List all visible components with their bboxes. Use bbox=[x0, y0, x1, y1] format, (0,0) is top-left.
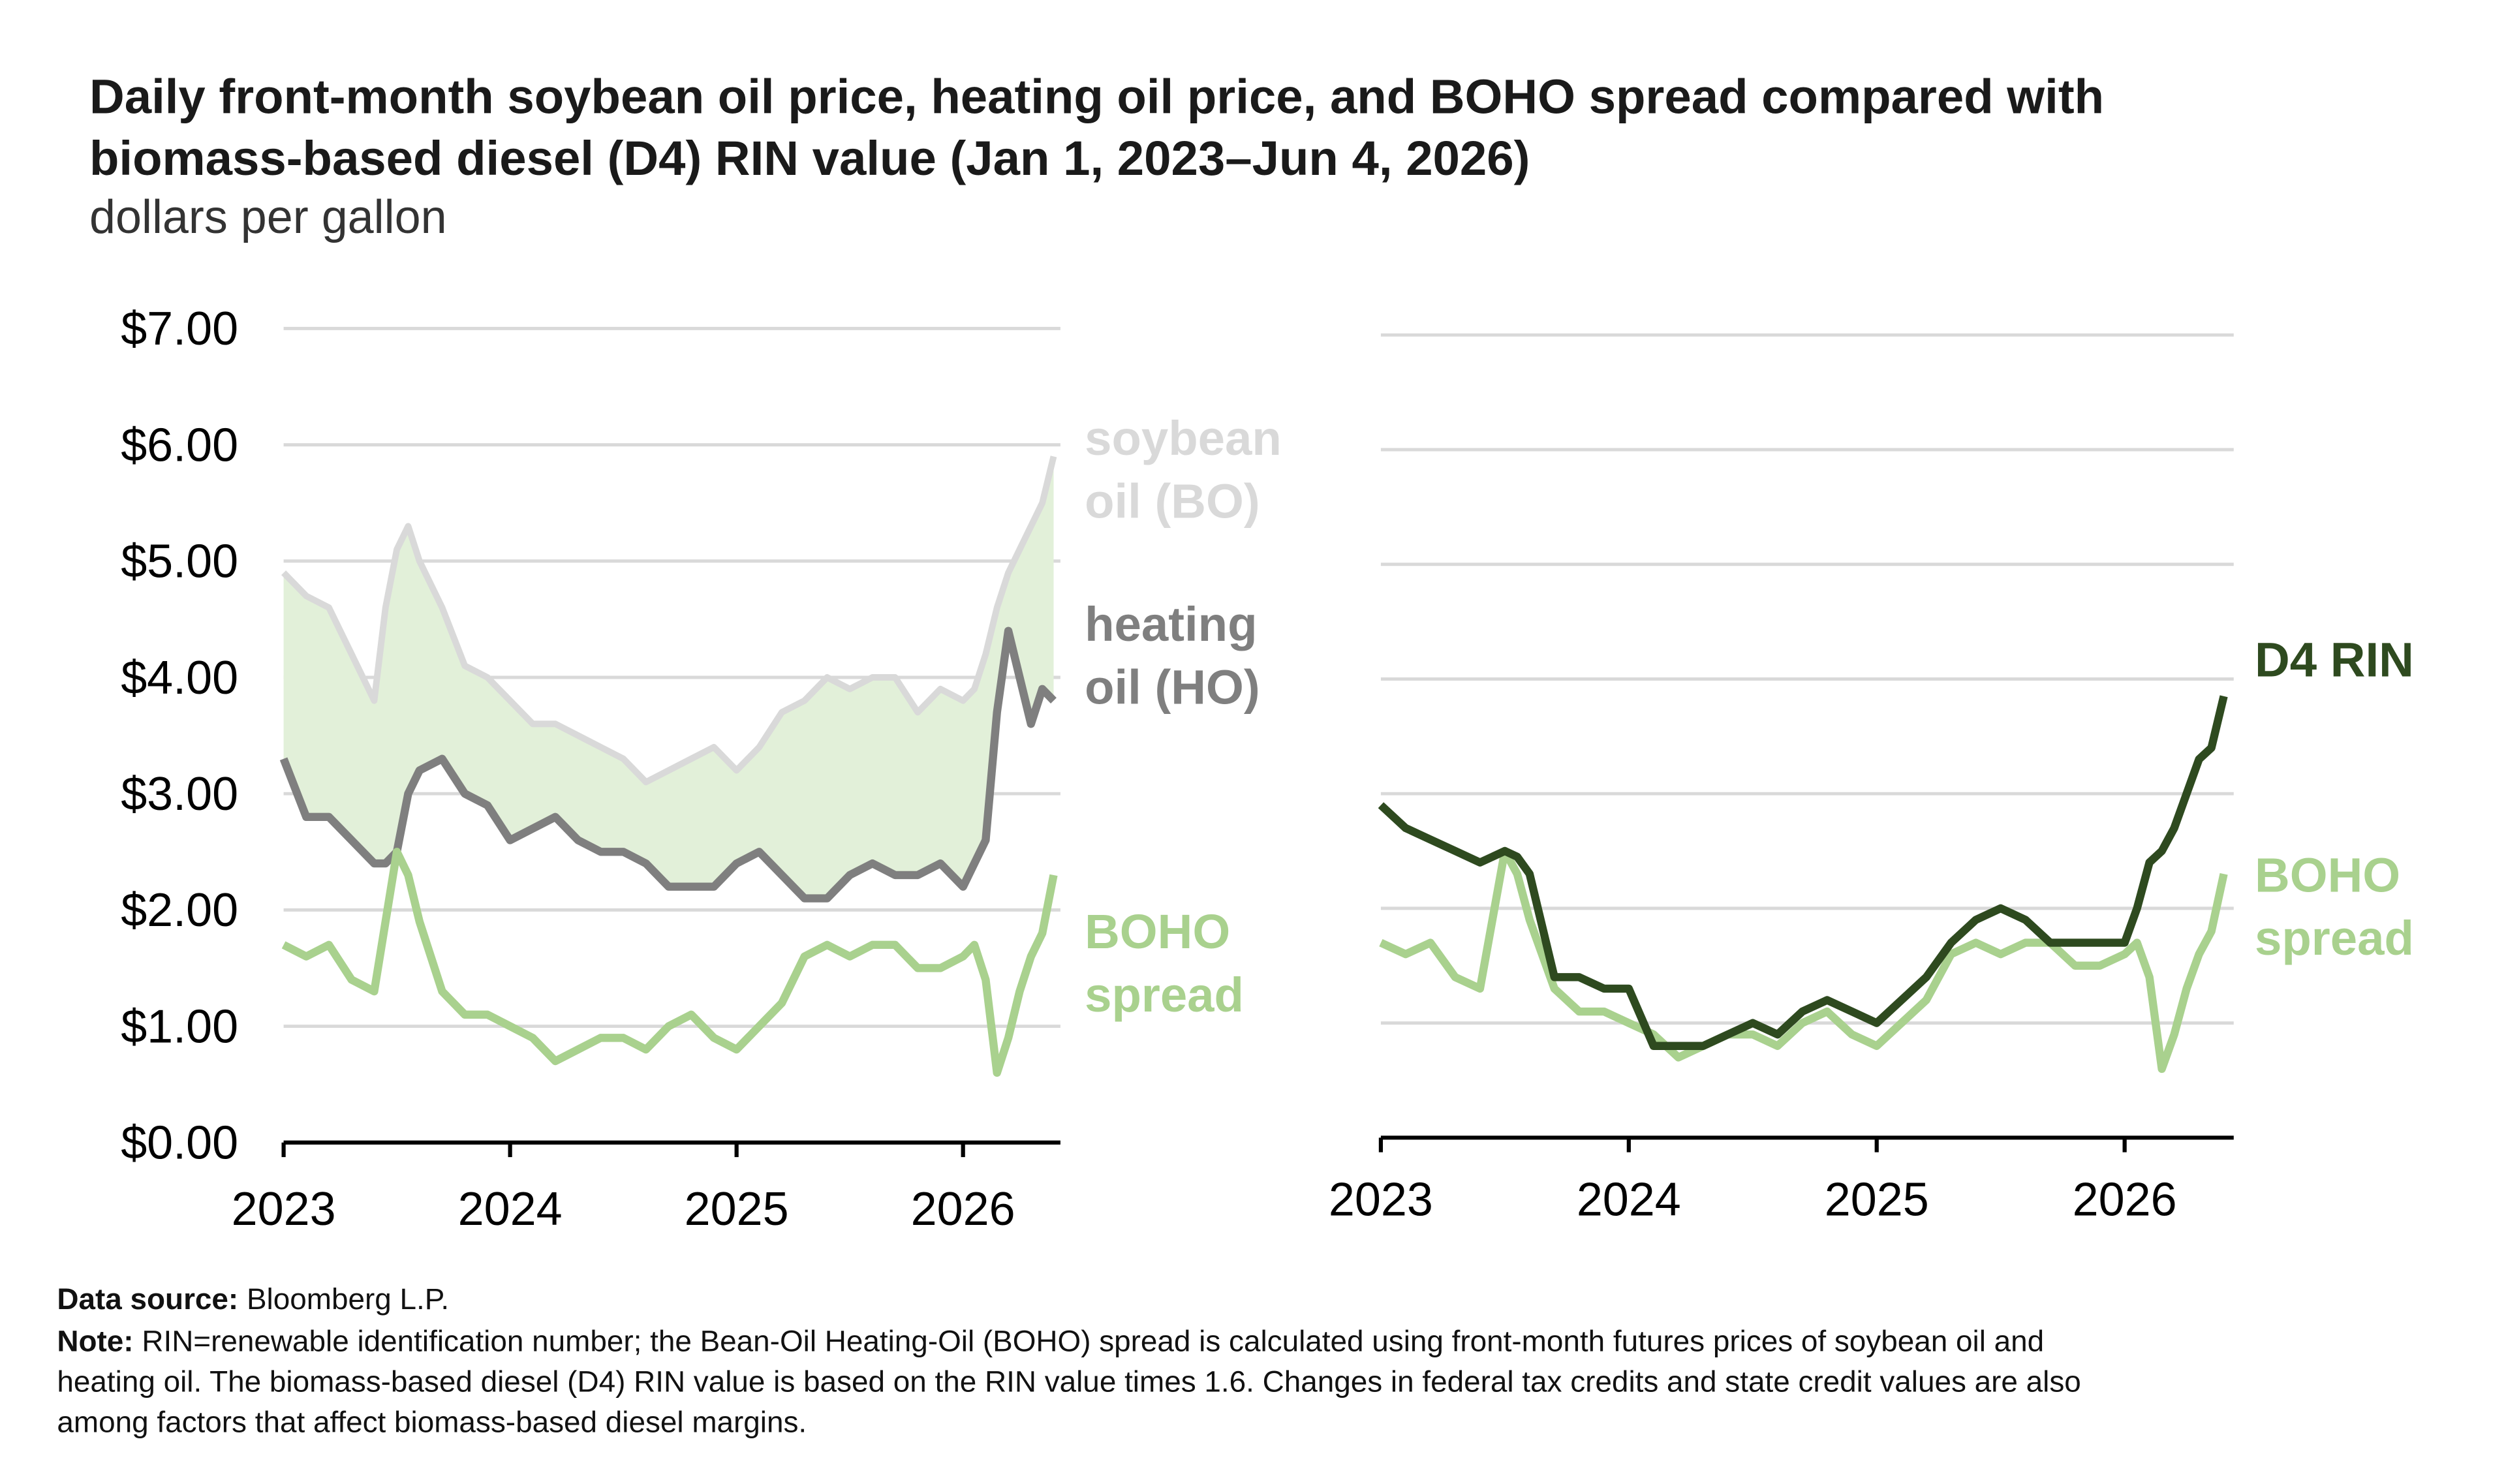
source-text: Bloomberg L.P. bbox=[247, 1282, 449, 1316]
x-tick-label: 2024 bbox=[1577, 1173, 1681, 1226]
x-tick-label: 2025 bbox=[685, 1183, 789, 1235]
y-tick-label: $4.00 bbox=[121, 652, 238, 704]
y-tick-label: $5.00 bbox=[121, 536, 238, 588]
title-line: Daily front-month soybean oil price, hea… bbox=[89, 70, 2104, 124]
series-line bbox=[1378, 695, 2228, 1050]
note-line: among factors that affect biomass-based … bbox=[57, 1405, 807, 1439]
series-label-line: heating bbox=[1085, 597, 1271, 651]
series-line bbox=[1379, 846, 2228, 1074]
series-line bbox=[281, 848, 1058, 1077]
series-label-line: spread bbox=[2255, 911, 2414, 965]
series-label: BOHO spread bbox=[2255, 848, 2414, 965]
y-tick-label: $3.00 bbox=[121, 768, 238, 820]
x-tick-label: 2025 bbox=[1825, 1173, 1929, 1226]
note-line: RIN=renewable identification number; the… bbox=[142, 1324, 2044, 1358]
x-tick-label: 2026 bbox=[2073, 1173, 2177, 1226]
y-tick-label: $2.00 bbox=[121, 884, 238, 936]
series-label-line: BOHO bbox=[2255, 848, 2414, 902]
series-label: BOHO spread bbox=[1085, 904, 1244, 1022]
band-area bbox=[283, 456, 1054, 899]
series-label-line: soybean bbox=[1085, 411, 1295, 465]
x-tick-label: 2023 bbox=[1329, 1173, 1433, 1226]
subtitle: dollars per gallon bbox=[89, 191, 447, 243]
note-line: heating oil. The biomass-based diesel (D… bbox=[57, 1365, 2081, 1399]
y-tick-label: $7.00 bbox=[121, 303, 238, 355]
note-label: Note: bbox=[57, 1324, 133, 1358]
source: Data source: Bloomberg L.P. bbox=[57, 1282, 449, 1316]
y-tick-label: $6.00 bbox=[121, 419, 238, 471]
title-line: biomass-based diesel (D4) RIN value (Jan… bbox=[89, 131, 1530, 185]
x-tick-label: 2026 bbox=[911, 1183, 1015, 1235]
series-label: soybean oil (BO) bbox=[1085, 411, 1295, 529]
series-line bbox=[279, 626, 1057, 903]
series-label: heating oil (HO) bbox=[1085, 597, 1271, 715]
series-label-line: oil (BO) bbox=[1085, 474, 1260, 529]
series-label: D4 RIN bbox=[2255, 633, 2414, 687]
y-tick-label: $1.00 bbox=[121, 1000, 238, 1053]
note: Note: RIN=renewable identification numbe… bbox=[57, 1324, 2044, 1358]
y-tick-label: $0.00 bbox=[121, 1117, 238, 1169]
series-label-line: BOHO bbox=[1085, 904, 1244, 959]
x-tick-label: 2023 bbox=[232, 1183, 336, 1235]
source-label: Data source: bbox=[57, 1282, 238, 1316]
x-tick-label: 2024 bbox=[458, 1183, 563, 1235]
series-line bbox=[281, 456, 1057, 786]
series-label-line: oil (HO) bbox=[1085, 660, 1260, 715]
series-label-line: spread bbox=[1085, 968, 1244, 1022]
